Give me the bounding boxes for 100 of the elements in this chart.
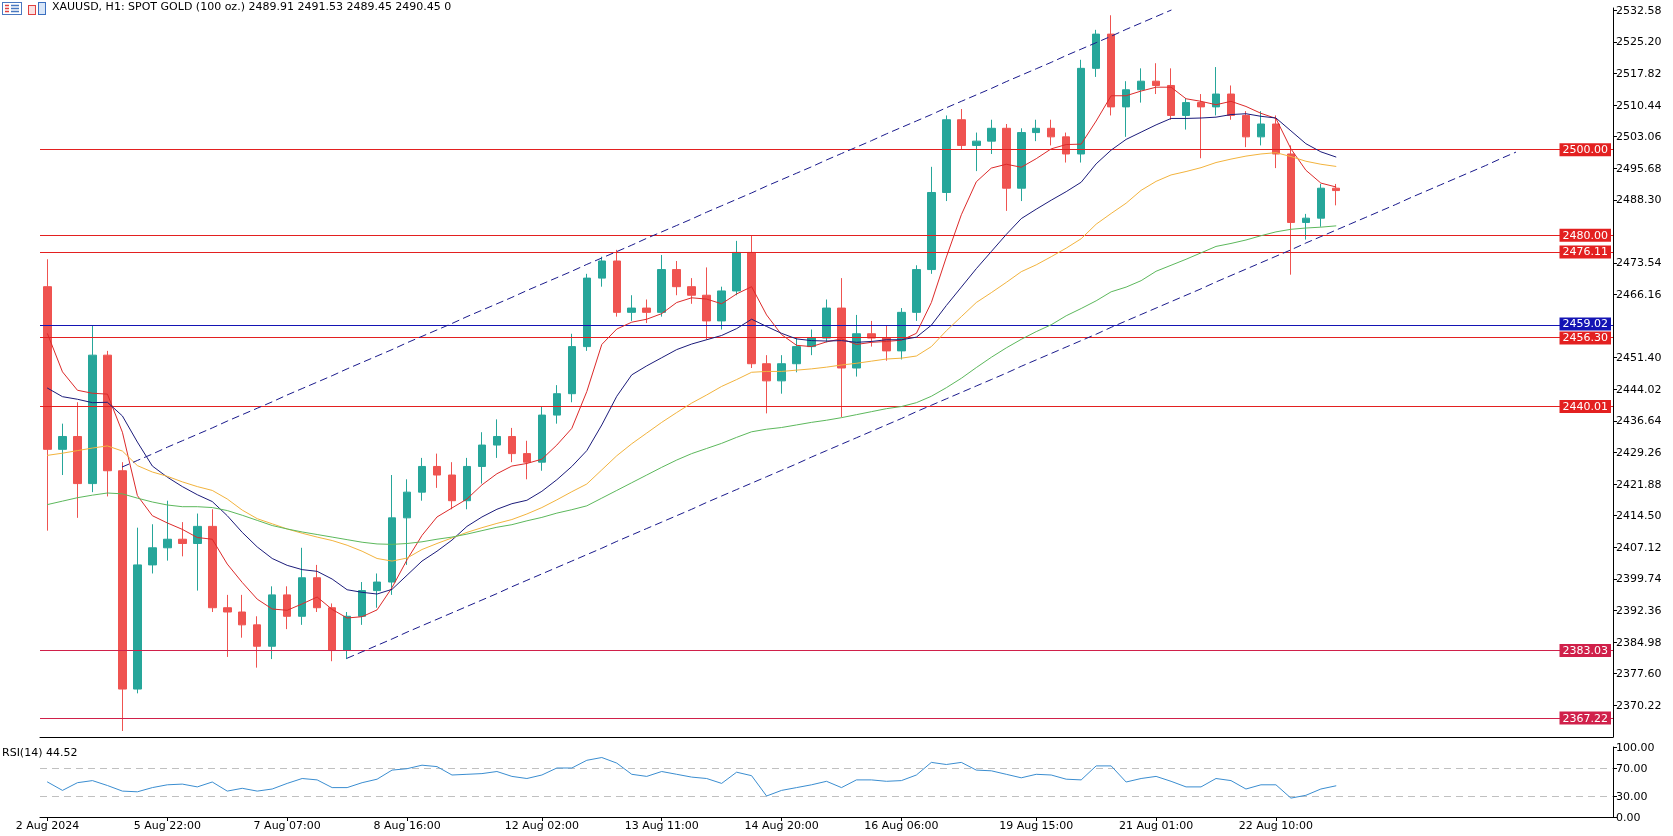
y-tick-label: 2451.40 [1616,351,1662,365]
y-tick-label: 2510.44 [1616,98,1662,112]
candlestick [897,307,906,360]
y-tick-label: 2370.22 [1616,698,1662,712]
candlestick [523,440,531,480]
candlestick [1092,29,1100,78]
ref-line-label: 2367.22 [1562,711,1608,725]
candlestick [1332,183,1340,206]
candlestick [792,337,801,373]
ref-line-label: 2456.30 [1562,331,1608,345]
ref-line-label: 2459.02 [1562,317,1608,331]
candlestick [568,333,576,403]
candlestick [822,299,831,343]
candlestick [88,324,97,493]
line-series [46,757,1337,799]
candlestick [358,581,366,626]
candlestick [373,572,381,609]
candlestick [702,266,711,341]
x-tick-label: 12 Aug 02:00 [504,819,579,832]
y-tick-label: 2421.88 [1616,477,1662,491]
candlestick [1287,144,1295,276]
candlestick [687,277,696,305]
candlestick [1152,62,1160,95]
candlestick [538,406,546,472]
candlestick [1047,119,1055,146]
candlestick [328,602,336,662]
candlestick [208,508,217,613]
y-tick-label: 2429.26 [1616,446,1662,460]
y-tick-label: 2377.60 [1616,667,1662,681]
candlestick [598,256,606,288]
y-tick-label: 2407.12 [1616,540,1662,554]
candlestick [193,513,202,592]
x-tick-label: 5 Aug 22:00 [133,819,201,832]
candlestick [987,119,996,155]
candlestick [343,611,351,660]
y-tick-label: 2466.16 [1616,288,1662,302]
candlestick [313,564,321,613]
ref-line-label: 2480.00 [1562,228,1608,242]
candlestick [103,350,112,497]
candlestick [463,457,471,510]
candlestick [657,254,666,318]
candlestick [298,547,306,626]
candlestick [43,258,52,532]
candlestick [448,461,456,510]
candlestick [1257,110,1265,146]
candlestick [927,166,936,275]
candlestick [1197,93,1205,159]
y-tick-label: 100.00 [1616,740,1655,754]
candlestick [762,354,771,414]
y-tick-label: 2444.02 [1616,382,1662,396]
line-series [46,225,1337,545]
candlestick [583,273,591,352]
x-tick-label: 19 Aug 15:00 [999,819,1074,832]
candlestick [433,453,441,489]
x-tick-label: 21 Aug 01:00 [1119,819,1194,832]
candlestick [268,585,276,660]
x-tick-label: 13 Aug 11:00 [624,819,699,832]
candlestick [747,235,756,369]
y-tick-label: 2532.58 [1616,3,1662,17]
candlestick [238,594,246,639]
candlestick [178,521,187,557]
y-tick-label: 0.00 [1616,810,1641,824]
candlestick [972,132,981,172]
candlestick [732,240,741,296]
candlestick [1272,114,1280,169]
candlestick [388,474,396,596]
y-tick-label: 2525.20 [1616,35,1662,49]
candlestick [717,286,726,330]
y-tick-label: 2436.64 [1616,414,1662,428]
candlestick [73,401,82,519]
y-tick-label: 2495.68 [1616,161,1662,175]
candlestick [118,461,127,732]
candlestick [1017,127,1026,202]
candlestick [1212,66,1220,116]
x-tick-label: 7 Aug 07:00 [253,819,321,832]
candlestick [942,114,951,202]
candlestick [1122,80,1130,138]
y-tick-label: 2414.50 [1616,509,1662,523]
candlestick [1107,14,1115,116]
candlestick [163,500,172,562]
x-tick-label: 22 Aug 10:00 [1238,819,1314,832]
candlestick [58,423,67,476]
ref-line-label: 2440.01 [1562,399,1608,413]
candlestick [627,294,636,322]
candlestick [1317,183,1325,228]
candlestick [253,615,261,669]
candlestick [1077,59,1085,164]
candlestick [148,523,157,574]
candlestick [1002,123,1011,212]
candlestick [283,585,291,630]
candlestick [1032,119,1040,142]
y-tick-label: 2473.54 [1616,256,1662,270]
candlestick [642,299,651,324]
y-tick-label: 30.00 [1616,789,1648,803]
y-tick-label: 2399.74 [1616,572,1662,586]
candlestick [403,478,411,566]
candlestick [133,527,142,694]
x-tick-label: 16 Aug 06:00 [864,819,939,832]
candlestick [508,427,516,463]
candlestick [613,249,621,318]
